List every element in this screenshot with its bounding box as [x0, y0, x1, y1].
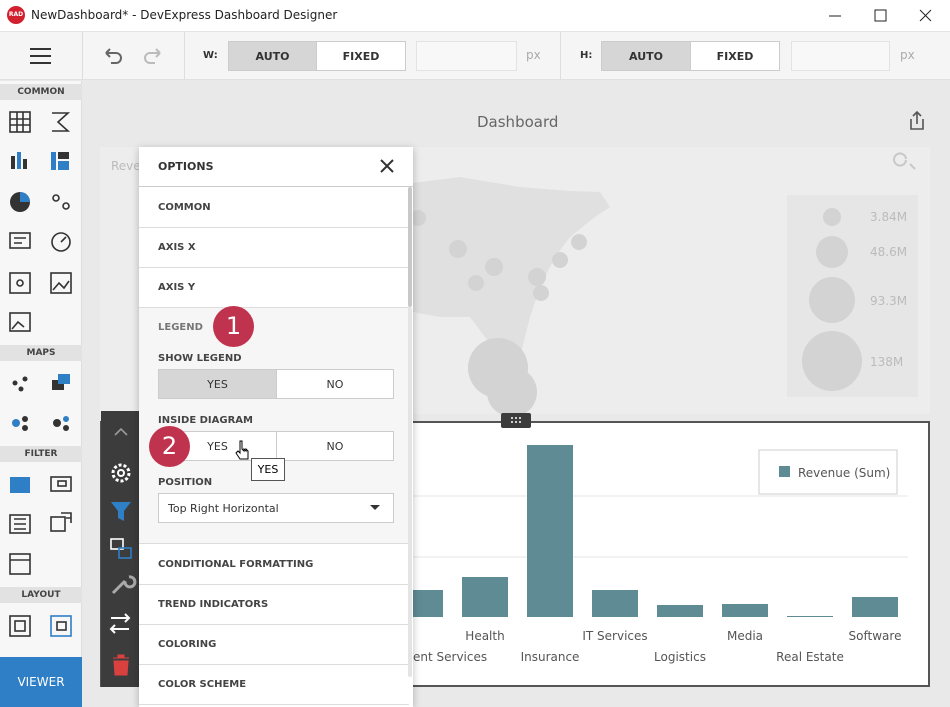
bar: [527, 445, 573, 617]
inside-diagram-label: INSIDE DIAGRAM: [158, 415, 253, 426]
width-input[interactable]: [416, 41, 517, 71]
item-toolbar: [101, 411, 139, 687]
viewer-button[interactable]: VIEWER: [0, 657, 82, 707]
bar: [787, 616, 833, 617]
legend-swatch: [779, 466, 790, 477]
map-legend-label: 93.3M: [870, 294, 908, 308]
menu-button[interactable]: [30, 47, 52, 65]
options-section[interactable]: COLORING: [139, 625, 409, 665]
section-header: LAYOUT: [0, 587, 82, 603]
divider: [184, 32, 185, 80]
callout: 1: [213, 306, 254, 347]
show-legend-yes[interactable]: YES: [158, 369, 277, 399]
section-header: MAPS: [0, 345, 82, 361]
x-tick-label: Health: [465, 629, 504, 643]
width-auto[interactable]: AUTO: [228, 41, 317, 71]
section-header: FILTER: [0, 446, 82, 462]
map-legend-label: 138M: [870, 355, 904, 369]
x-tick-label: ent Services: [413, 650, 487, 664]
x-tick-label: Insurance: [521, 650, 580, 664]
width-unit: px: [526, 48, 541, 62]
height-label: H:: [580, 50, 593, 61]
inside-diagram-no[interactable]: NO: [276, 431, 394, 461]
x-tick-label: Media: [727, 629, 763, 643]
map-legend-label: 3.84M: [870, 210, 908, 224]
export-button[interactable]: [907, 110, 927, 132]
map-area: [410, 152, 918, 414]
bar: [592, 590, 638, 617]
position-label: POSITION: [158, 477, 213, 488]
section-header: COMMON: [0, 84, 82, 100]
position-dropdown[interactable]: Top Right Horizontal: [158, 493, 394, 523]
undo-redo[interactable]: [103, 47, 163, 65]
dashboard-title: Dashboard: [477, 113, 559, 131]
options-section[interactable]: COMMON: [139, 188, 409, 228]
width-fixed[interactable]: FIXED: [316, 41, 406, 71]
sidebar: COMMON MAPS FILTER LAYOUT: [0, 81, 82, 707]
legend-section: LEGEND 1 SHOW LEGEND YES NO INSIDE DIAGR…: [139, 306, 409, 544]
options-section[interactable]: TREND INDICATORS: [139, 585, 409, 625]
x-tick-label: IT Services: [582, 629, 647, 643]
item-actions[interactable]: [101, 411, 139, 687]
height-fixed[interactable]: FIXED: [690, 41, 780, 71]
close-button[interactable]: [379, 158, 395, 174]
options-section[interactable]: COLOR SCHEME: [139, 665, 409, 705]
show-legend-no[interactable]: NO: [276, 369, 394, 399]
options-section[interactable]: AXIS Y: [139, 268, 409, 308]
position-value: Top Right Horizontal: [168, 502, 279, 515]
x-tick-label: Logistics: [654, 650, 706, 664]
legend-label: Revenue (Sum): [798, 466, 890, 480]
width-label: W:: [203, 50, 218, 61]
options-section[interactable]: CONDITIONAL FORMATTING: [139, 545, 409, 585]
drag-handle[interactable]: [501, 413, 531, 428]
legend-title: LEGEND: [158, 322, 203, 333]
x-tick-label: Real Estate: [776, 650, 844, 664]
title-bar: RAD NewDashboard* - DevExpress Dashboard…: [0, 0, 950, 32]
scrollbar-track: [408, 307, 412, 677]
map-legend-label: 48.6M: [870, 245, 908, 259]
tooltip: YES: [251, 458, 285, 481]
height-unit: px: [900, 48, 915, 62]
window-controls[interactable]: [820, 6, 945, 26]
show-legend-label: SHOW LEGEND: [158, 353, 242, 364]
toolbar: W: AUTO FIXED px H: AUTO FIXED px: [0, 32, 950, 80]
item-icons[interactable]: [0, 101, 82, 641]
options-section[interactable]: AXIS X: [139, 228, 409, 268]
divider: [139, 186, 413, 187]
x-tick-label: Software: [849, 629, 902, 643]
scrollbar[interactable]: [408, 187, 412, 307]
bar: [722, 604, 768, 617]
divider: [82, 32, 83, 80]
bar: [657, 605, 703, 617]
height-input[interactable]: [791, 41, 890, 71]
bar: [462, 577, 508, 617]
divider: [560, 32, 561, 80]
options-title: OPTIONS: [158, 160, 214, 173]
callout: 2: [149, 426, 190, 467]
window-title: NewDashboard* - DevExpress Dashboard Des…: [31, 8, 338, 22]
map-caption: Reve: [111, 159, 141, 173]
cursor: [235, 440, 249, 460]
app-logo: RAD: [7, 6, 25, 24]
bar: [852, 597, 898, 617]
options-panel: OPTIONS COMMON AXIS X AXIS Y LEGEND 1 SH…: [139, 147, 413, 707]
